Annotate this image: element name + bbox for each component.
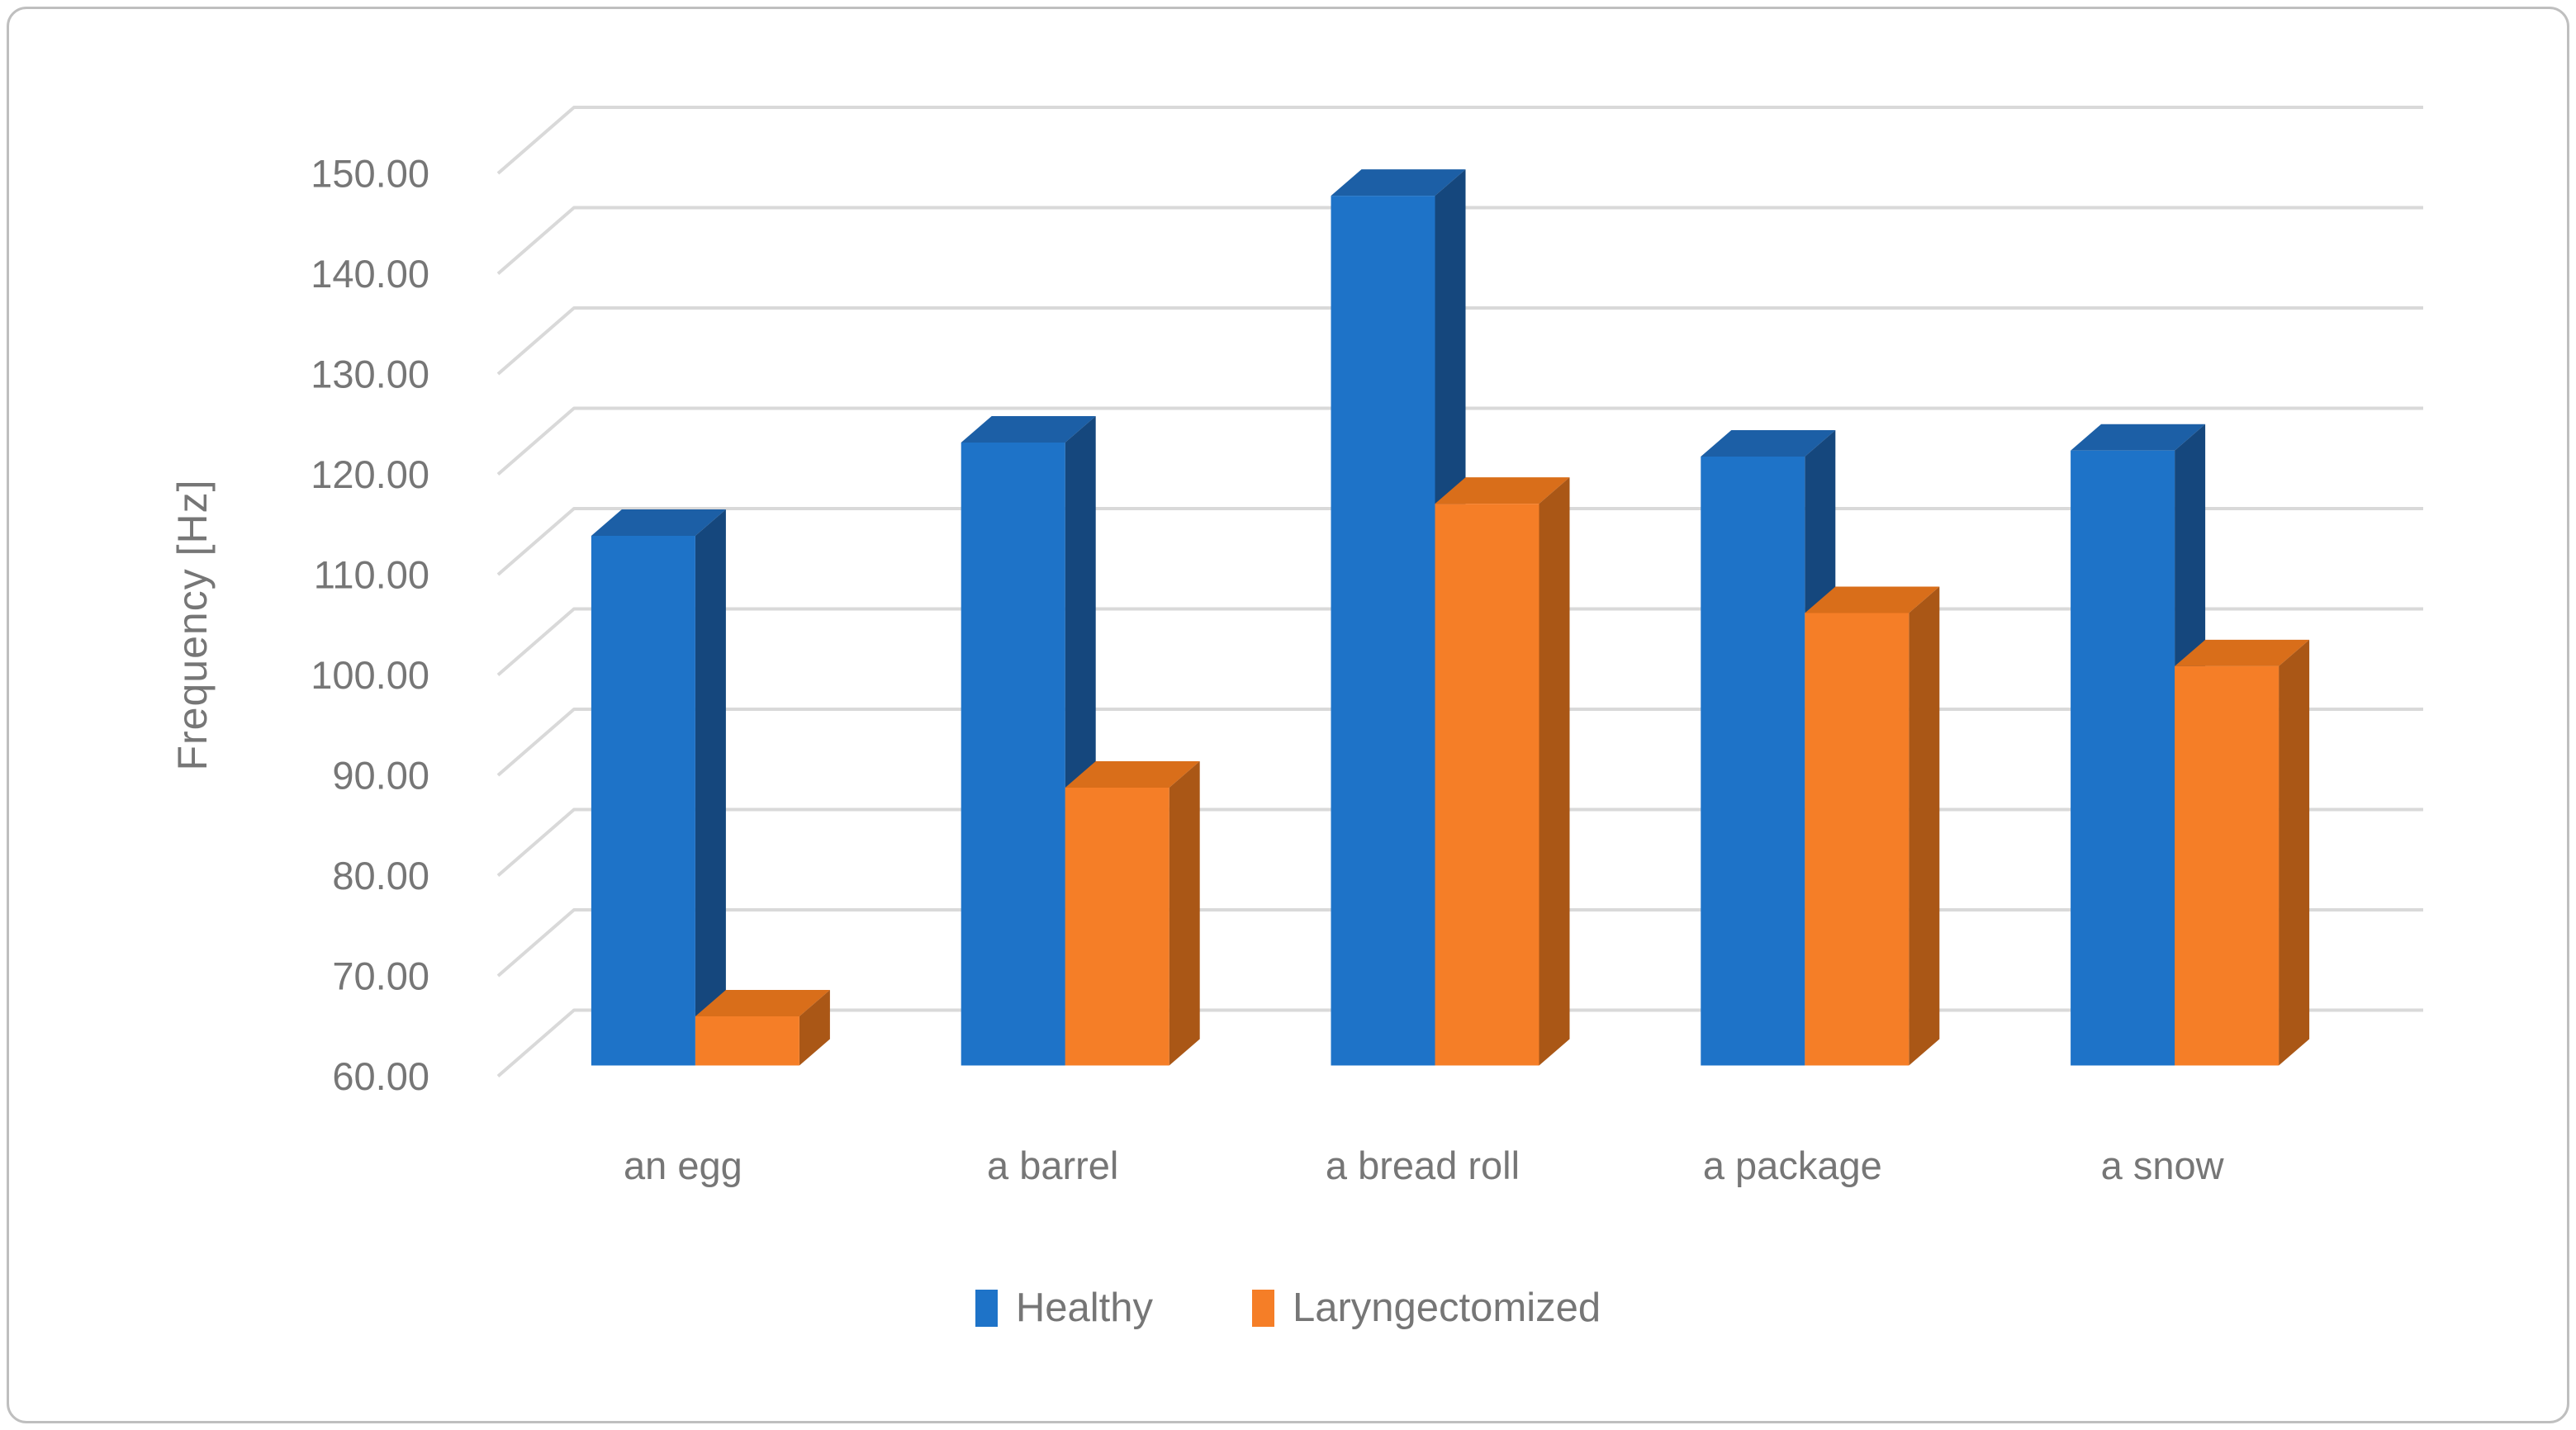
- y-tick-label-100: 100.00: [311, 653, 429, 697]
- bar-front-face: [2175, 665, 2279, 1066]
- bar-front-face: [1701, 456, 1805, 1066]
- bar-front-face: [961, 442, 1065, 1066]
- bar-front-face: [1805, 613, 1909, 1066]
- bar-top-face: [1435, 477, 1570, 504]
- bar-front-face: [1065, 787, 1169, 1066]
- bar-front-face: [1435, 504, 1539, 1066]
- bar-front-face: [2071, 450, 2175, 1066]
- bar-laryngectomized-a-package: [1805, 586, 1940, 1066]
- legend-label-healthy: Healthy: [1015, 1286, 1153, 1330]
- category-label-a-bread-roll: a bread roll: [1326, 1144, 1520, 1187]
- bar-side-face: [2279, 639, 2310, 1066]
- y-tick-label-150: 150.00: [311, 151, 429, 195]
- bar-side-face: [1909, 586, 1940, 1066]
- bar-laryngectomized-a-snow: [2175, 639, 2310, 1066]
- bar-top-face: [2071, 424, 2206, 451]
- y-axis-title: Frequency [Hz]: [169, 479, 216, 771]
- category-label-a-package: a package: [1703, 1144, 1882, 1187]
- bar-side-face: [695, 509, 726, 1066]
- bar-side-face: [1169, 760, 1200, 1066]
- bar-top-face: [961, 415, 1096, 443]
- bar-top-face: [591, 509, 726, 536]
- bar-laryngectomized-an-egg: [695, 989, 830, 1066]
- bar-side-face: [1539, 477, 1570, 1066]
- legend-item-laryngectomized: Laryngectomized: [1251, 1285, 1601, 1331]
- bar-top-face: [1805, 586, 1940, 613]
- bar-front-face: [591, 535, 695, 1066]
- y-tick-label-70: 70.00: [332, 954, 429, 997]
- gridline-150: [496, 106, 2423, 175]
- bar-top-face: [1331, 169, 1466, 197]
- bar-top-face: [695, 989, 830, 1016]
- category-label-a-snow: a snow: [2101, 1144, 2225, 1187]
- bar-top-face: [2175, 639, 2310, 666]
- legend-item-healthy: Healthy: [975, 1285, 1153, 1331]
- y-tick-label-140: 140.00: [311, 252, 429, 296]
- legend-swatch-laryngectomized: [1251, 1289, 1274, 1327]
- y-tick-label-130: 130.00: [311, 352, 429, 395]
- legend-swatch-healthy: [975, 1289, 998, 1327]
- y-tick-label-60: 60.00: [332, 1054, 429, 1098]
- category-label-a-barrel: a barrel: [987, 1144, 1118, 1187]
- legend-label-laryngectomized: Laryngectomized: [1292, 1286, 1601, 1330]
- bar-side-face: [799, 989, 830, 1066]
- category-label-an-egg: an egg: [624, 1144, 742, 1187]
- y-tick-label-110: 110.00: [314, 552, 429, 596]
- y-tick-label-120: 120.00: [311, 452, 429, 496]
- legend: Healthy Laryngectomized: [0, 1285, 2576, 1331]
- bar-front-face: [695, 1016, 799, 1066]
- y-tick-label-90: 90.00: [332, 753, 429, 797]
- y-tick-label-80: 80.00: [332, 854, 429, 897]
- gridline-120: [496, 406, 2423, 476]
- gridline-130: [496, 306, 2423, 376]
- bar-laryngectomized-a-bread-roll: [1435, 477, 1570, 1066]
- bar-healthy-an-egg: [591, 509, 726, 1066]
- gridline-140: [496, 206, 2423, 276]
- bar-top-face: [1065, 760, 1200, 788]
- bar-laryngectomized-a-barrel: [1065, 760, 1200, 1066]
- bar-top-face: [1701, 429, 1836, 457]
- bar-front-face: [1331, 196, 1435, 1066]
